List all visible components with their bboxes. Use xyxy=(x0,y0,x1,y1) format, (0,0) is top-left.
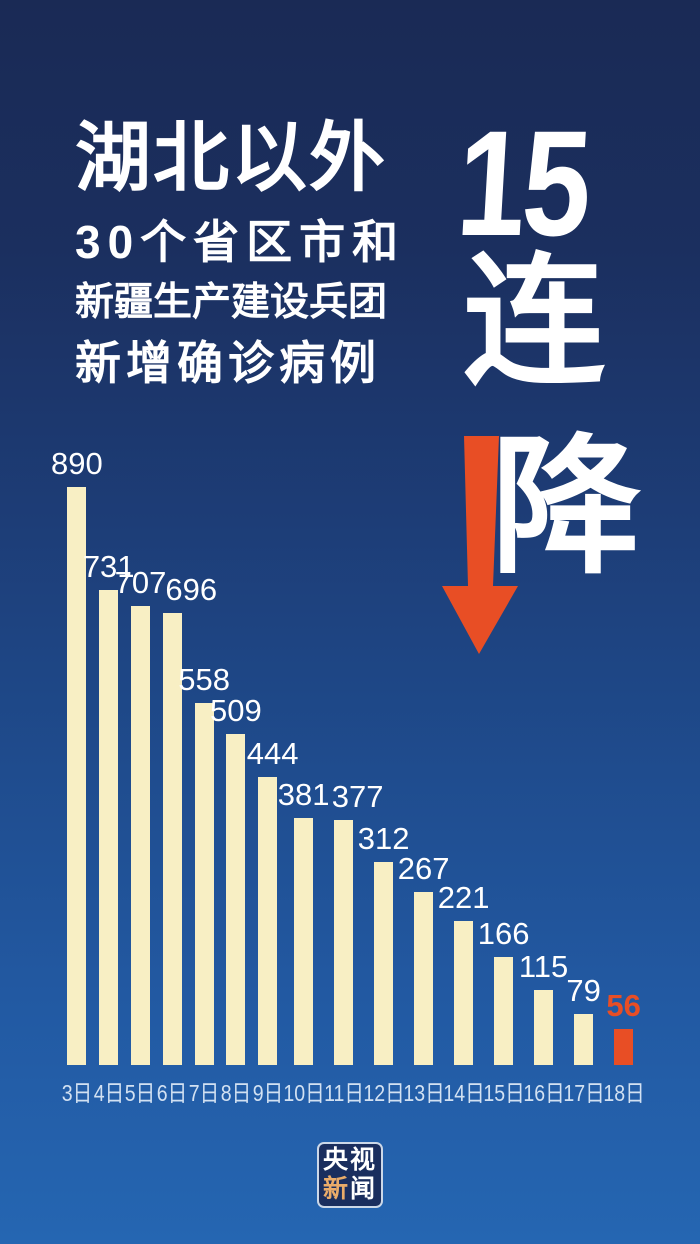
x-axis-label: 6日 xyxy=(157,1080,188,1106)
bar-value-label: 115 xyxy=(518,949,569,984)
x-axis-label: 10日 xyxy=(282,1080,325,1106)
bar-value-label: 377 xyxy=(331,779,384,814)
chart-column: 312 12日 xyxy=(358,440,410,1105)
chart-column: 166 15日 xyxy=(478,440,530,1105)
headline-char-lian: 连 xyxy=(463,243,605,402)
bar-value-label: 312 xyxy=(357,821,410,856)
bar-value-label: 558 xyxy=(178,662,230,697)
bar-value-label: 509 xyxy=(210,693,262,728)
bar-value-label: 221 xyxy=(437,880,490,915)
bar-value-label: 381 xyxy=(277,777,330,812)
x-axis-label: 5日 xyxy=(125,1080,156,1106)
headline-char-jiang: 降 xyxy=(491,423,642,591)
headline-number: 15 xyxy=(452,99,593,267)
bar xyxy=(258,777,278,1065)
chart-column: 707 5日 xyxy=(115,440,167,1105)
bar xyxy=(226,734,246,1065)
bar xyxy=(130,606,150,1065)
x-axis-label: 16日 xyxy=(522,1080,565,1106)
title-line-3: 新疆生产建设兵团 xyxy=(75,281,388,324)
chart-column: 79 17日 xyxy=(563,440,604,1105)
x-axis-label: 7日 xyxy=(188,1080,220,1106)
x-axis-label: 18日 xyxy=(602,1080,645,1106)
logo-char-xin: 新 xyxy=(322,1175,350,1203)
chart-column: 696 6日 xyxy=(156,440,217,1105)
chart-column: 56 18日 xyxy=(603,440,644,1105)
x-axis-label: 12日 xyxy=(362,1080,405,1106)
chart-column: 377 11日 xyxy=(324,440,384,1105)
chart-column: 558 7日 xyxy=(178,440,230,1105)
bar-value-label: 890 xyxy=(51,446,103,481)
title-line-4: 新增确诊病例 xyxy=(75,337,381,389)
bar xyxy=(374,862,394,1065)
chart-column: 444 9日 xyxy=(247,440,299,1105)
bar-value-label: 79 xyxy=(566,973,601,1008)
x-axis-label: 8日 xyxy=(220,1080,252,1106)
x-axis-label: 13日 xyxy=(402,1080,445,1106)
bar-value-label-highlight: 56 xyxy=(606,988,641,1023)
bar-value-label: 267 xyxy=(397,851,450,886)
chart-column: 115 16日 xyxy=(519,440,568,1105)
bar xyxy=(414,892,434,1065)
x-axis-label: 4日 xyxy=(93,1080,124,1106)
x-axis-label: 9日 xyxy=(252,1080,283,1106)
bar-highlight xyxy=(614,1029,634,1065)
chart-column: 381 10日 xyxy=(278,440,330,1105)
title-line-2: 30个省区市和 xyxy=(75,216,406,268)
bar xyxy=(99,590,119,1065)
logo-row-1: 央视 xyxy=(322,1146,377,1174)
logo-char-wen: 闻 xyxy=(350,1175,378,1203)
x-axis-label: 3日 xyxy=(61,1080,93,1106)
chart-column: 731 4日 xyxy=(83,440,135,1105)
bar xyxy=(574,1014,594,1065)
title-line-1: 湖北以外 xyxy=(75,116,387,201)
bar-value-label: 707 xyxy=(114,565,167,600)
chart-column: 267 13日 xyxy=(398,440,450,1105)
bar xyxy=(534,990,554,1065)
chart-column: 890 3日 xyxy=(51,440,103,1105)
bar xyxy=(494,957,514,1065)
bar xyxy=(194,703,214,1065)
x-axis-label: 17日 xyxy=(562,1080,605,1106)
chart-column: 221 14日 xyxy=(438,440,490,1105)
x-axis-label: 14日 xyxy=(442,1080,485,1106)
cctv-news-logo: 央视 新闻 xyxy=(317,1142,383,1208)
chart-column: 509 8日 xyxy=(210,440,262,1105)
bar-value-label: 731 xyxy=(82,549,135,584)
bar-value-label: 444 xyxy=(246,736,299,771)
bar-value-label: 696 xyxy=(165,572,218,607)
bar xyxy=(294,818,314,1065)
logo-row-2: 新闻 xyxy=(323,1175,377,1204)
bar xyxy=(67,487,87,1065)
bar xyxy=(334,820,354,1065)
bar-value-label: 166 xyxy=(477,916,530,951)
down-arrow-icon xyxy=(442,436,518,654)
bar-chart: 890 3日 731 4日 707 5日 696 6日 558 7日 509 8日 444 9日 381 10… xyxy=(51,440,644,1105)
x-axis-label: 11日 xyxy=(323,1080,364,1106)
x-axis-label: 15日 xyxy=(482,1080,525,1106)
bar xyxy=(454,921,474,1065)
bar xyxy=(162,613,182,1065)
